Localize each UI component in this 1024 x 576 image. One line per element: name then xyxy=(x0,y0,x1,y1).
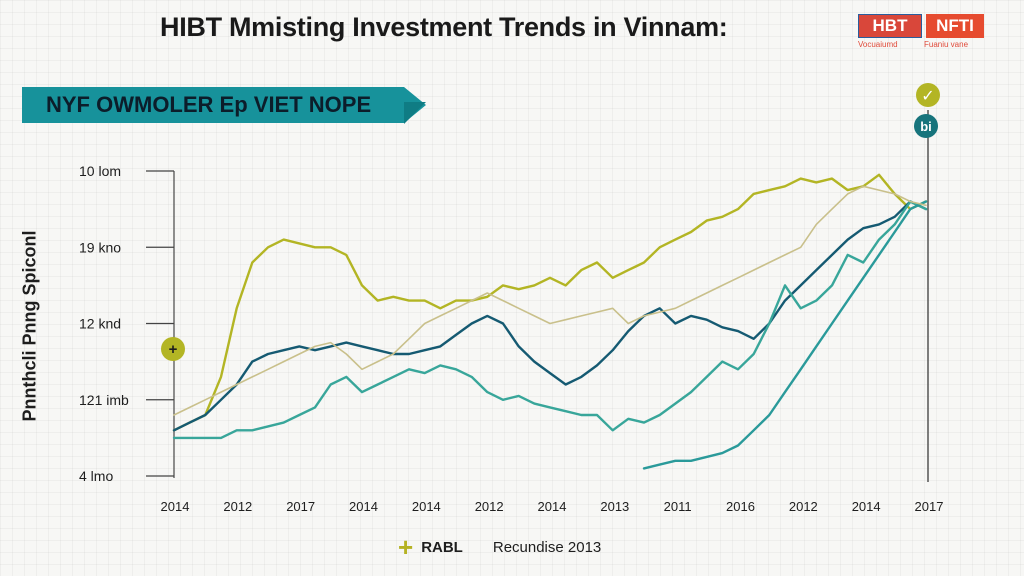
x-tick-label: 2012 xyxy=(475,499,504,514)
x-tick-label: 2014 xyxy=(412,499,441,514)
plus-icon: + xyxy=(169,341,178,358)
x-tick-label: 2014 xyxy=(161,499,190,514)
x-tick-label: 2016 xyxy=(726,499,755,514)
bi-marker-label: bi xyxy=(920,119,932,134)
y-tick-label: 4 lmo xyxy=(79,468,113,484)
legend-plus-icon: + xyxy=(398,532,414,562)
x-tick-label: 2014 xyxy=(538,499,567,514)
chart-markers: ✓ bi + xyxy=(161,83,940,482)
y-tick-label: 121 imb xyxy=(79,392,129,408)
chart-legend: + RABL Recundise 2013 xyxy=(398,532,602,562)
x-tick-label: 2011 xyxy=(664,499,692,514)
y-axis-label: Pnnthcli Pnng Spiconl xyxy=(19,230,40,422)
x-tick-label: 2014 xyxy=(349,499,378,514)
logo-right-box: NFTI xyxy=(926,14,984,38)
x-tick-label: 2012 xyxy=(223,499,252,514)
x-tick-label: 2013 xyxy=(600,499,629,514)
x-tick-label: 2017 xyxy=(915,499,944,514)
x-tick-label: 2012 xyxy=(789,499,818,514)
legend-item-2: Recundise 2013 xyxy=(492,538,602,556)
series-line-4 xyxy=(642,200,928,470)
brand-logo: HBT NFTI Vocuaiumd Fuaniu vane xyxy=(858,14,992,52)
logo-sub-right: Fuaniu vane xyxy=(924,40,969,49)
y-tick-label: 10 lom xyxy=(79,163,121,179)
chart-axes: 10 lom 19 kno 12 knd 121 imb 4 lmo 2014 2012 20… xyxy=(79,163,943,514)
series-line-1 xyxy=(172,173,928,432)
legend-item-1: RABL xyxy=(421,538,463,556)
banner-label: NYF OWMOLER Ep VIET NOPE xyxy=(46,92,372,117)
check-marker xyxy=(916,83,940,107)
bi-marker xyxy=(914,114,938,138)
left-marker xyxy=(161,337,185,361)
x-tick-label: 2017 xyxy=(286,499,315,514)
x-tick-label: 2014 xyxy=(852,499,881,514)
check-icon: ✓ xyxy=(921,86,934,105)
series-line-2 xyxy=(172,200,928,432)
y-tick-label: 12 knd xyxy=(79,316,121,332)
logo-sub-left: Vocuaiumd xyxy=(858,40,898,49)
series-line-3 xyxy=(172,200,928,440)
chart-series xyxy=(172,173,928,470)
page-title: HIBT Mmisting Investment Trends in Vinna… xyxy=(160,12,728,42)
logo-left-box: HBT xyxy=(858,14,922,38)
series-line-5 xyxy=(173,185,927,416)
y-tick-label: 19 kno xyxy=(79,239,121,255)
